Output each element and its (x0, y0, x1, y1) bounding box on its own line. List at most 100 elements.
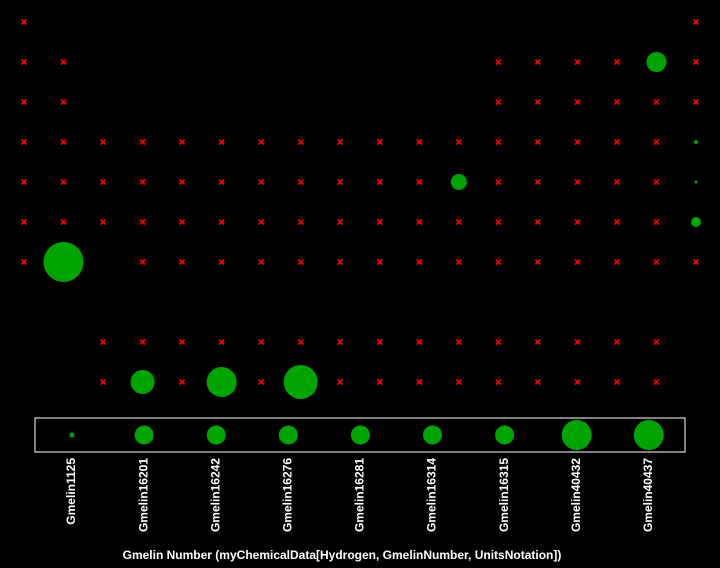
missing-stroke (179, 378, 186, 386)
missing-mark (60, 138, 67, 146)
missing-stroke (455, 378, 462, 386)
missing-stroke (337, 218, 344, 226)
missing-mark (574, 258, 581, 266)
missing-mark (455, 378, 462, 386)
missing-mark (455, 138, 462, 146)
missing-stroke (692, 58, 700, 66)
missing-mark (258, 258, 265, 266)
missing-mark (297, 258, 304, 266)
missing-mark (416, 178, 423, 186)
missing-stroke (20, 18, 28, 26)
missing-mark (376, 178, 383, 186)
missing-mark (495, 258, 502, 266)
legend-bubble (69, 432, 75, 438)
missing-stroke (692, 258, 700, 266)
missing-stroke (416, 338, 423, 346)
missing-mark (534, 338, 541, 346)
missing-mark (574, 218, 581, 226)
missing-stroke (218, 138, 225, 146)
missing-mark (337, 138, 344, 146)
missing-mark (653, 338, 660, 346)
missing-mark (258, 218, 265, 226)
missing-stroke (653, 218, 660, 226)
missing-mark (692, 58, 700, 66)
bubble (694, 140, 698, 144)
missing-stroke (416, 258, 423, 266)
missing-stroke (60, 218, 67, 226)
missing-mark (218, 338, 225, 346)
missing-stroke (574, 98, 581, 106)
legend-bubble (495, 425, 515, 445)
missing-stroke (337, 138, 344, 146)
missing-mark (416, 138, 423, 146)
missing-stroke (495, 58, 502, 66)
missing-stroke (179, 258, 186, 266)
missing-stroke (60, 98, 67, 106)
missing-mark (337, 378, 344, 386)
missing-mark (258, 378, 265, 386)
missing-stroke (653, 378, 660, 386)
legend-bubble (561, 420, 592, 450)
missing-mark (613, 58, 621, 66)
x-axis-label: Gmelin Number (myChemicalData[Hydrogen, … (123, 548, 562, 562)
missing-stroke (613, 338, 621, 346)
missing-mark (613, 338, 621, 346)
missing-stroke (574, 58, 581, 66)
missing-stroke (534, 258, 541, 266)
legend-bubble (350, 425, 370, 445)
missing-stroke (258, 218, 265, 226)
missing-stroke (495, 378, 502, 386)
missing-mark (179, 378, 186, 386)
missing-stroke (574, 338, 581, 346)
missing-mark (534, 258, 541, 266)
legend-bubble (422, 425, 443, 445)
missing-stroke (416, 178, 423, 186)
bubble (694, 180, 698, 184)
missing-mark (574, 378, 581, 386)
missing-mark (20, 258, 28, 266)
bubble (130, 369, 155, 395)
missing-stroke (416, 378, 423, 386)
missing-stroke (534, 178, 541, 186)
missing-mark (20, 58, 28, 66)
missing-stroke (495, 218, 502, 226)
missing-stroke (653, 178, 660, 186)
missing-stroke (376, 338, 383, 346)
missing-stroke (258, 258, 265, 266)
missing-mark (99, 138, 107, 146)
missing-stroke (99, 338, 107, 346)
missing-stroke (337, 258, 344, 266)
missing-mark (495, 178, 502, 186)
missing-stroke (20, 178, 28, 186)
legend-label: Gmelin40432 (569, 458, 583, 532)
missing-mark (613, 218, 621, 226)
missing-mark (495, 218, 502, 226)
missing-stroke (258, 178, 265, 186)
missing-mark (297, 178, 304, 186)
missing-mark (99, 338, 107, 346)
missing-stroke (574, 138, 581, 146)
missing-stroke (613, 98, 621, 106)
missing-stroke (574, 258, 581, 266)
missing-stroke (20, 58, 28, 66)
missing-mark (139, 178, 146, 186)
missing-mark (337, 178, 344, 186)
missing-mark (60, 58, 67, 66)
missing-stroke (337, 338, 344, 346)
missing-stroke (376, 138, 383, 146)
missing-mark (376, 258, 383, 266)
missing-mark (692, 258, 700, 266)
legend-bubble (633, 420, 664, 450)
missing-stroke (139, 258, 146, 266)
missing-mark (416, 338, 423, 346)
missing-stroke (653, 338, 660, 346)
missing-stroke (613, 178, 621, 186)
missing-stroke (337, 378, 344, 386)
missing-stroke (376, 378, 383, 386)
missing-stroke (653, 98, 660, 106)
missing-mark (60, 218, 67, 226)
missing-mark (20, 18, 28, 26)
missing-stroke (455, 338, 462, 346)
missing-stroke (455, 218, 462, 226)
